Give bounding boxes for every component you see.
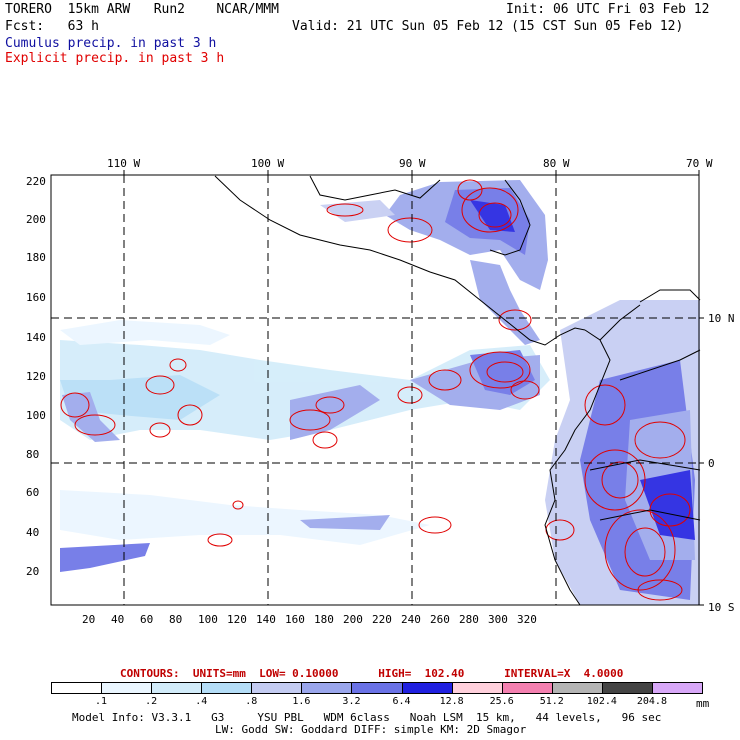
colorbar-label: 204.8	[636, 696, 667, 707]
cumulus-precip-shading	[60, 180, 700, 605]
x-tick-label: 120	[227, 613, 247, 626]
lat-label-10n: 10 N	[708, 312, 735, 325]
valid-time: Valid: 21 UTC Sun 05 Feb 12 (15 CST Sun …	[292, 19, 684, 34]
colorbar-swatch	[401, 682, 453, 694]
contour-info: CONTOURS: UNITS=mm LOW= 0.10000 HIGH= 10…	[120, 667, 624, 680]
colorbar-label: 3.2	[342, 696, 361, 707]
x-tick-label: 180	[314, 613, 334, 626]
model-title: TORERO 15km ARW Run2 NCAR/MMM	[5, 2, 279, 17]
x-tick-label: 200	[343, 613, 363, 626]
x-tick-label: 320	[517, 613, 537, 626]
x-tick-label: 140	[256, 613, 276, 626]
x-tick-label: 220	[372, 613, 392, 626]
colorbar-label: 51.2	[539, 696, 564, 707]
colorbar-swatch	[351, 682, 403, 694]
lon-label-80w: 80 W	[543, 157, 570, 170]
x-tick-label: 160	[285, 613, 305, 626]
lon-label-70w: 70 W	[686, 157, 713, 170]
colorbar-label: .1	[95, 696, 108, 707]
x-tick-label: 280	[459, 613, 479, 626]
axis-ticks	[123, 170, 704, 606]
colorbar-label: .8	[245, 696, 258, 707]
colorbar-swatch	[151, 682, 203, 694]
explicit-legend: Explicit precip. in past 3 h	[5, 51, 225, 66]
lon-label-100w: 100 W	[251, 157, 285, 170]
coastlines	[214, 175, 701, 606]
colorbar-label: 6.4	[392, 696, 411, 707]
colorbar-swatch	[451, 682, 503, 694]
x-tick-label: 260	[430, 613, 450, 626]
y-tick-label: 180	[26, 251, 46, 264]
lat-label-10s: 10 S	[708, 601, 735, 614]
map-frame	[50, 174, 700, 606]
forecast-hour: Fcst: 63 h	[5, 19, 99, 34]
y-tick-label: 220	[26, 175, 46, 188]
colorbar-label: .2	[145, 696, 158, 707]
colorbar-label: 25.6	[489, 696, 514, 707]
colorbar-swatch	[101, 682, 153, 694]
init-time: Init: 06 UTC Fri 03 Feb 12	[506, 2, 710, 17]
colorbar-unit: mm	[696, 697, 710, 710]
y-tick-label: 20	[26, 565, 40, 578]
y-tick-label: 200	[26, 213, 46, 226]
y-tick-label: 140	[26, 331, 46, 344]
colorbar-swatch	[551, 682, 603, 694]
y-tick-label: 160	[26, 291, 46, 304]
x-tick-label: 100	[198, 613, 218, 626]
physics-info: LW: Godd SW: Goddard DIFF: simple KM: 2D…	[215, 723, 527, 736]
colorbar-label: 102.4	[586, 696, 617, 707]
y-tick-label: 40	[26, 526, 40, 539]
x-tick-label: 240	[401, 613, 421, 626]
colorbar-swatch	[201, 682, 253, 694]
colorbar-swatch	[601, 682, 653, 694]
y-tick-label: 60	[26, 486, 40, 499]
x-tick-label: 20	[82, 613, 96, 626]
colorbar-swatch	[501, 682, 553, 694]
x-tick-label: 80	[169, 613, 183, 626]
x-tick-label: 60	[140, 613, 154, 626]
colorbar-swatch	[51, 682, 103, 694]
colorbar-swatch	[301, 682, 353, 694]
model-info: Model Info: V3.3.1 G3 YSU PBL WDM 6class…	[72, 711, 662, 724]
lon-label-110w: 110 W	[107, 157, 141, 170]
colorbar-label: 12.8	[439, 696, 464, 707]
y-tick-label: 120	[26, 370, 46, 383]
cumulus-legend: Cumulus precip. in past 3 h	[5, 36, 217, 51]
colorbar-label: 1.6	[292, 696, 311, 707]
lon-label-90w: 90 W	[399, 157, 426, 170]
explicit-precip-contours	[60, 179, 691, 601]
colorbar-label: .4	[195, 696, 208, 707]
colorbar-swatch	[251, 682, 303, 694]
lat-lon-grid	[51, 175, 699, 605]
x-tick-label: 40	[111, 613, 125, 626]
y-tick-label: 80	[26, 448, 40, 461]
colorbar-swatch	[651, 682, 703, 694]
y-tick-label: 100	[26, 409, 46, 422]
lat-label-0: 0	[708, 457, 715, 470]
x-tick-label: 300	[488, 613, 508, 626]
